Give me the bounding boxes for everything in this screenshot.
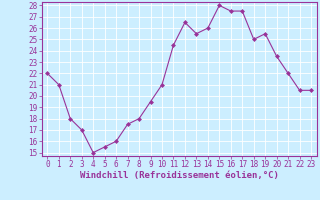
X-axis label: Windchill (Refroidissement éolien,°C): Windchill (Refroidissement éolien,°C) <box>80 171 279 180</box>
